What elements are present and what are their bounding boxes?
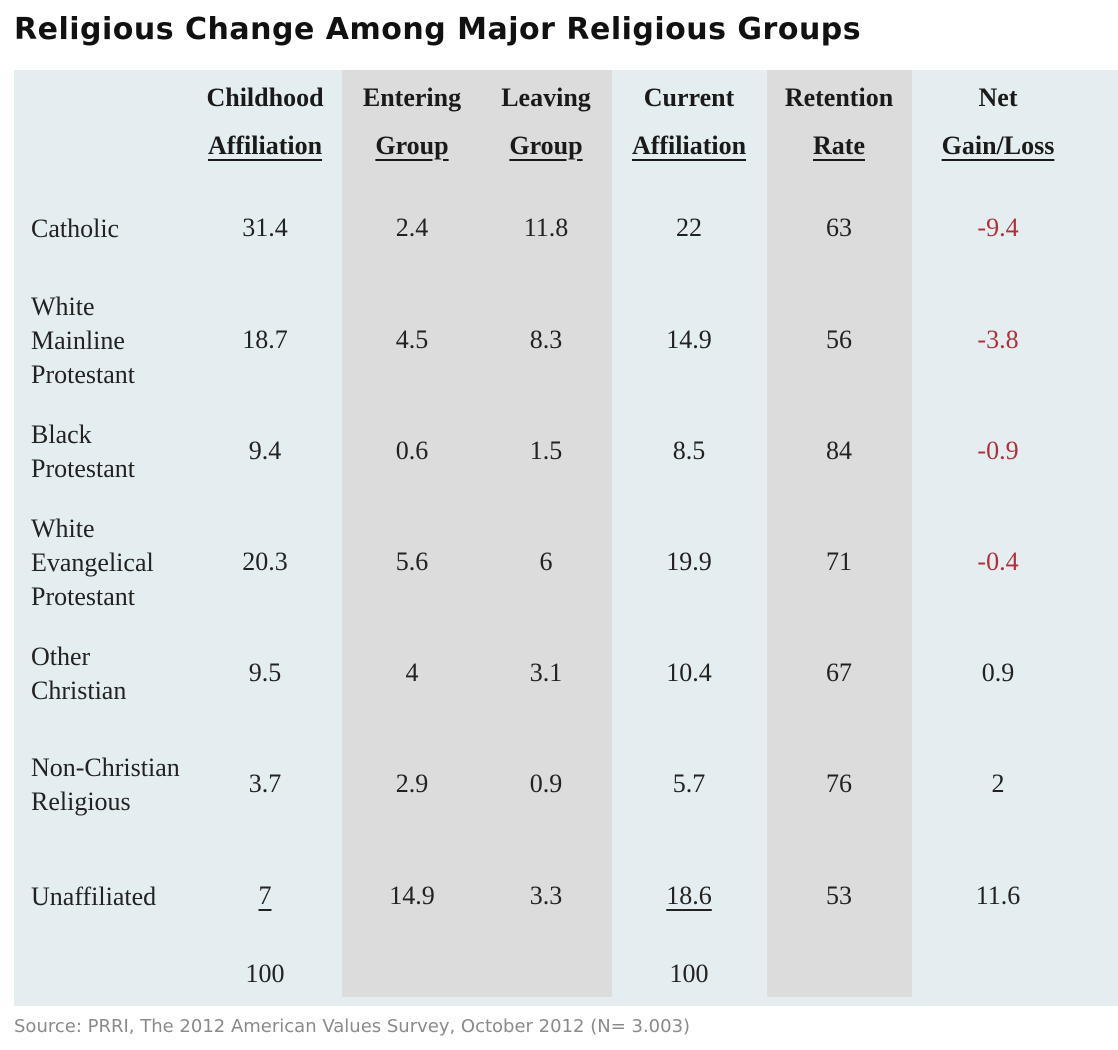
table-cell: 0.9 (529, 769, 563, 798)
source-note: Source: PRRI, The 2012 American Values S… (14, 1016, 691, 1037)
table-cell: -0.4 (977, 547, 1019, 576)
row-label: White Evangelical Protestant (31, 514, 154, 611)
row-label: Other Christian (31, 642, 127, 705)
row-label: Black Protestant (31, 420, 135, 483)
table-cell: 0.6 (395, 436, 429, 465)
table-cell: 6 (539, 547, 553, 576)
column-header-line2: Gain/Loss (941, 131, 1055, 160)
table-cell: 71 (826, 547, 852, 576)
table-cell: 9.4 (248, 436, 282, 465)
table-cell: 5.7 (672, 769, 706, 798)
column-header-line2: Group (375, 131, 449, 160)
table-cell: 2.9 (395, 769, 429, 798)
column-header-line1: Entering (362, 83, 462, 112)
table-cell: 56 (826, 325, 852, 354)
table-cell: 9.5 (248, 658, 282, 687)
table-cell: 2.4 (395, 213, 429, 242)
table-cell: 1.5 (529, 436, 563, 465)
table-cell: 14.9 (389, 881, 435, 910)
table-cell: 18.7 (242, 325, 288, 354)
chart-title: Religious Change Among Major Religious G… (14, 12, 862, 47)
table-cell: 11.6 (975, 881, 1021, 910)
table-cell: 5.6 (395, 547, 429, 576)
row-label: White Mainline Protestant (31, 292, 135, 389)
table-cell: 0.9 (981, 658, 1015, 687)
table-cell: -9.4 (977, 213, 1019, 242)
table-cell: 3.1 (529, 658, 563, 687)
table-cell: 3.3 (529, 881, 563, 910)
table-cell: 8.3 (529, 325, 563, 354)
table-cell: 20.3 (242, 547, 288, 576)
shaded-band-entering-leaving (342, 70, 612, 997)
row-label: Non-Christian Religious (31, 753, 180, 816)
total-cell: 100 (245, 959, 285, 988)
column-header-line2: Group (509, 131, 583, 160)
table-cell: 53 (826, 881, 852, 910)
column-header-line1: Leaving (501, 83, 591, 112)
table-cell: -3.8 (977, 325, 1019, 354)
column-header-line2: Affiliation (631, 131, 747, 160)
column-header-line1: Net (978, 83, 1018, 112)
total-cell: 100 (669, 959, 709, 988)
table-cell: 11.8 (523, 213, 569, 242)
table-cell: 4.5 (395, 325, 429, 354)
row-label: Catholic (31, 214, 120, 243)
table-cell: 22 (676, 213, 702, 242)
table-cell: 3.7 (248, 769, 282, 798)
table-cell: 8.5 (672, 436, 706, 465)
column-header-line2: Rate (813, 131, 865, 160)
table-cell: 14.9 (666, 325, 712, 354)
table-cell: 18.6 (666, 881, 712, 910)
column-header-line2: Affiliation (207, 131, 323, 160)
table-cell: 2 (991, 769, 1005, 798)
column-header-line1: Current (643, 83, 735, 112)
row-label: Unaffiliated (31, 882, 157, 911)
table-cell: 10.4 (666, 658, 712, 687)
table-cell: 19.9 (666, 547, 712, 576)
table-cell: 76 (826, 769, 852, 798)
table-cell: 4 (405, 658, 419, 687)
table-cell: 31.4 (242, 213, 288, 242)
column-header-line1: Retention (784, 83, 894, 112)
column-header-line1: Childhood (206, 83, 324, 112)
table-cell: 67 (826, 658, 852, 687)
table-cell: 7 (258, 881, 272, 910)
table-cell: 63 (826, 213, 852, 242)
table-cell: 84 (826, 436, 852, 465)
table-cell: -0.9 (977, 436, 1019, 465)
shaded-band-retention (767, 70, 912, 997)
